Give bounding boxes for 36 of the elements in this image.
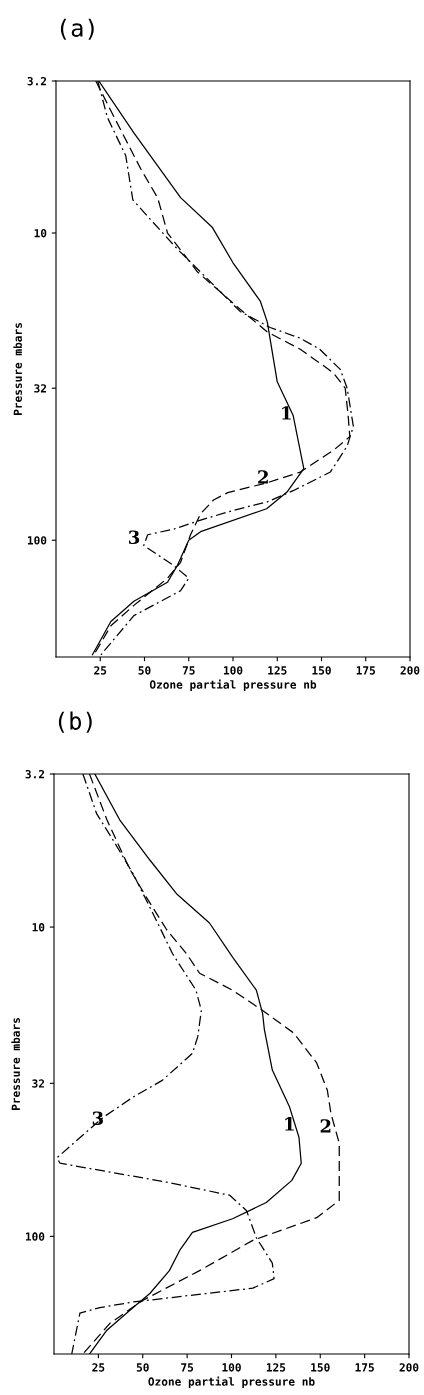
chart-title: (a)	[60, 18, 94, 40]
annotation: 3	[129, 530, 140, 545]
y-tick-label: 10	[34, 228, 47, 238]
x-tick-label: 175	[356, 666, 376, 675]
x-axis-title: Ozone partial pressure nb	[149, 679, 317, 691]
y-tick-label: 3.2	[25, 769, 45, 779]
y-tick-label: 32	[32, 1079, 45, 1088]
x-tick-label: 25	[92, 1363, 105, 1372]
x-tick-label: 75	[182, 666, 195, 675]
annotation: 1	[285, 1117, 294, 1131]
x-tick-label: 175	[355, 1363, 374, 1372]
y-tick-label: 100	[25, 1232, 45, 1241]
annotation: 2	[320, 1119, 331, 1133]
x-tick-label: 150	[312, 666, 331, 675]
x-tick-label: 125	[266, 1363, 286, 1372]
y-axis-title: Pressure mbars	[13, 323, 22, 415]
x-tick-label: 75	[181, 1363, 194, 1372]
annotation: 1	[282, 406, 291, 420]
x-tick-label: 25	[94, 666, 107, 675]
y-tick-label: 100	[27, 536, 47, 545]
x-tick-label: 100	[223, 666, 243, 675]
y-tick-label: 3.2	[27, 76, 47, 86]
chart-title: (b)	[58, 711, 92, 733]
x-tick-label: 50	[136, 1363, 149, 1372]
x-tick-label: 100	[222, 1363, 241, 1372]
x-tick-label: 50	[138, 666, 151, 675]
y-tick-label: 10	[32, 923, 45, 932]
annotation: 2	[258, 470, 268, 484]
y-axis-title: Pressure mbars	[11, 1018, 20, 1110]
y-tick-label: 32	[34, 384, 47, 393]
annotation: 3	[92, 1111, 103, 1126]
x-tick-label: 200	[399, 1363, 419, 1372]
x-tick-label: 150	[311, 1363, 330, 1372]
x-axis-title: Ozone partial pressure nb	[148, 1376, 315, 1388]
x-tick-label: 125	[268, 666, 287, 675]
x-tick-label: 200	[400, 666, 420, 675]
